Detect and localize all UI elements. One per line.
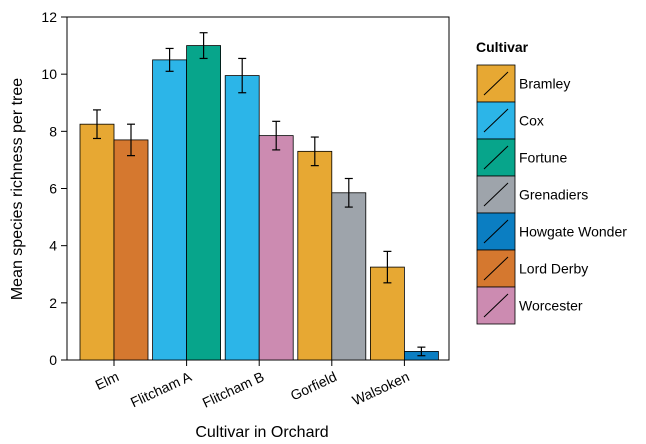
legend-label: Grenadiers <box>519 187 588 203</box>
x-tick-label: Flitcham A <box>128 368 195 410</box>
legend-swatch-diagonal <box>483 145 509 170</box>
bar <box>152 59 188 361</box>
bar <box>113 139 149 361</box>
x-tick-label: Elm <box>93 368 122 393</box>
bar <box>369 266 405 361</box>
x-tick-label: Flitcham B <box>200 368 267 410</box>
bar <box>331 192 367 361</box>
legend-label: Bramley <box>519 76 570 92</box>
y-tick-label: 2 <box>49 295 57 311</box>
y-axis: 0 2 4 6 8 10 12 <box>41 9 67 368</box>
bar <box>258 135 294 361</box>
legend-swatch-diagonal <box>483 71 509 96</box>
legend-swatch-diagonal <box>483 219 509 244</box>
legend-swatch-diagonal <box>483 293 509 318</box>
bar <box>224 75 260 361</box>
legend-title: Cultivar <box>476 39 529 55</box>
legend-label: Howgate Wonder <box>519 224 627 240</box>
y-tick-label: 12 <box>41 9 57 25</box>
y-tick-label: 0 <box>49 352 57 368</box>
y-tick-label: 10 <box>41 66 57 82</box>
legend-swatch-diagonal <box>483 256 509 281</box>
legend-label: Cox <box>519 113 544 129</box>
legend-swatch-diagonal <box>483 182 509 207</box>
bars <box>79 32 439 361</box>
bar <box>79 123 115 361</box>
y-tick-label: 4 <box>49 238 57 254</box>
x-axis-label: Cultivar in Orchard <box>195 424 328 441</box>
legend-label: Lord Derby <box>519 261 588 277</box>
bar <box>186 45 222 361</box>
legend: Cultivar Bramley Cox Fortune Grenadiers Howg… <box>476 39 627 325</box>
y-tick-label: 8 <box>49 123 57 139</box>
bar <box>297 150 333 361</box>
legend-label: Worcester <box>519 298 583 314</box>
legend-swatch-diagonal <box>483 108 509 133</box>
legend-items: Bramley Cox Fortune Grenadiers Howgate Wonde… <box>476 64 627 325</box>
x-tick-label: Walsoken <box>350 368 412 408</box>
x-axis: Elm Flitcham A Flitcham B Gorfield Walsoken <box>93 360 412 411</box>
y-tick-label: 6 <box>49 181 57 197</box>
x-tick-label: Gorfield <box>288 368 339 403</box>
legend-label: Fortune <box>519 150 567 166</box>
y-axis-label: Mean species richness per tree <box>9 78 26 300</box>
